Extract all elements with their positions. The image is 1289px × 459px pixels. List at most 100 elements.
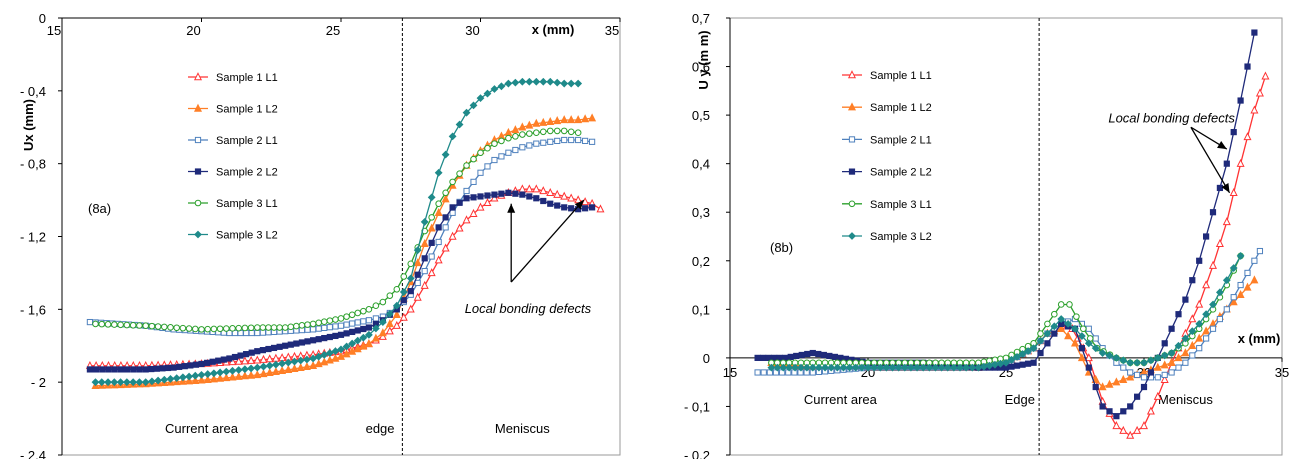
x-tick-label: 15 bbox=[47, 23, 61, 38]
data-point bbox=[553, 127, 561, 135]
legend-entry: Sample 1 L2 bbox=[842, 102, 932, 114]
data-point bbox=[470, 194, 477, 201]
data-point bbox=[476, 94, 485, 103]
panel-label: (8b) bbox=[770, 240, 793, 255]
data-point bbox=[209, 374, 218, 383]
data-point bbox=[484, 144, 491, 152]
data-point bbox=[1091, 344, 1100, 353]
data-point bbox=[767, 363, 776, 372]
data-point bbox=[110, 378, 119, 387]
data-point bbox=[831, 353, 838, 361]
data-point bbox=[385, 326, 394, 335]
data-point bbox=[1106, 408, 1113, 415]
data-point bbox=[407, 260, 415, 268]
legend-entry: Sample 1 L1 bbox=[188, 72, 278, 84]
x-tick-label: 25 bbox=[326, 23, 340, 38]
data-point bbox=[240, 356, 249, 365]
data-point bbox=[448, 132, 457, 141]
data-point bbox=[172, 374, 181, 383]
data-point bbox=[533, 140, 540, 147]
data-point bbox=[278, 359, 287, 368]
data-point bbox=[532, 184, 541, 193]
data-point bbox=[574, 79, 583, 88]
data-point bbox=[1120, 364, 1127, 371]
data-point bbox=[122, 378, 131, 387]
data-point bbox=[420, 280, 429, 289]
data-point bbox=[247, 364, 256, 373]
data-point bbox=[1160, 351, 1169, 360]
data-point bbox=[1189, 352, 1196, 359]
region-label: Meniscus bbox=[1158, 392, 1213, 407]
data-point bbox=[348, 339, 357, 348]
data-point bbox=[406, 304, 415, 313]
data-point bbox=[504, 79, 513, 88]
data-point bbox=[1236, 289, 1245, 298]
data-point bbox=[462, 215, 471, 224]
data-point bbox=[111, 366, 118, 373]
data-point bbox=[343, 321, 350, 328]
data-point bbox=[148, 365, 155, 373]
data-point bbox=[372, 315, 379, 322]
data-point bbox=[441, 150, 450, 159]
data-point bbox=[142, 366, 149, 373]
data-point bbox=[326, 324, 333, 331]
data-point bbox=[760, 354, 767, 361]
data-point bbox=[1029, 344, 1038, 353]
data-point bbox=[428, 239, 435, 246]
data-point bbox=[568, 205, 575, 212]
data-point bbox=[525, 184, 534, 193]
data-point bbox=[477, 193, 484, 200]
data-point bbox=[1079, 325, 1087, 333]
data-point bbox=[160, 375, 169, 384]
data-point bbox=[484, 163, 491, 170]
data-point bbox=[243, 351, 250, 358]
data-point bbox=[1250, 105, 1259, 114]
data-point bbox=[97, 378, 106, 387]
data-point bbox=[442, 224, 449, 231]
data-point bbox=[760, 369, 767, 376]
data-point bbox=[399, 288, 408, 296]
data-point bbox=[1057, 301, 1065, 308]
data-point bbox=[820, 351, 827, 359]
data-point bbox=[773, 363, 782, 372]
data-point bbox=[265, 345, 272, 353]
data-point bbox=[216, 325, 224, 333]
data-point bbox=[337, 315, 345, 322]
data-point bbox=[498, 153, 505, 160]
data-point bbox=[1037, 330, 1044, 337]
data-point bbox=[325, 349, 334, 357]
data-point bbox=[1077, 353, 1086, 362]
data-point bbox=[337, 345, 345, 354]
data-point bbox=[469, 101, 478, 110]
data-point bbox=[136, 322, 143, 329]
data-point bbox=[1161, 371, 1168, 378]
data-point bbox=[124, 366, 131, 373]
data-point bbox=[1112, 377, 1121, 386]
data-point bbox=[1127, 369, 1134, 376]
data-point bbox=[525, 77, 534, 86]
data-point bbox=[1236, 252, 1245, 260]
annotation: Local bonding defects bbox=[465, 199, 592, 316]
data-point bbox=[1146, 356, 1155, 365]
data-point bbox=[92, 320, 99, 328]
legend-marker bbox=[194, 199, 202, 207]
data-point bbox=[962, 363, 971, 372]
data-point bbox=[554, 137, 561, 145]
data-point bbox=[519, 131, 526, 138]
data-point bbox=[421, 267, 428, 275]
data-point bbox=[441, 243, 450, 252]
data-point bbox=[1126, 358, 1135, 367]
chart-8a: 15 20 25 30 35 0 - 0,4 - 0,8 - 1,2 - 1,6 - 2 - 2,4 U… bbox=[20, 11, 621, 459]
data-point bbox=[142, 322, 149, 330]
data-point bbox=[511, 125, 520, 134]
data-point bbox=[248, 349, 255, 356]
data-point bbox=[882, 363, 891, 372]
y-tick-label: - 1,2 bbox=[20, 230, 46, 245]
data-point bbox=[248, 329, 255, 337]
data-point bbox=[463, 187, 470, 195]
data-point bbox=[222, 367, 231, 376]
data-point bbox=[1050, 322, 1059, 331]
data-point bbox=[413, 258, 422, 267]
data-point bbox=[116, 378, 125, 387]
data-point bbox=[1007, 355, 1016, 364]
